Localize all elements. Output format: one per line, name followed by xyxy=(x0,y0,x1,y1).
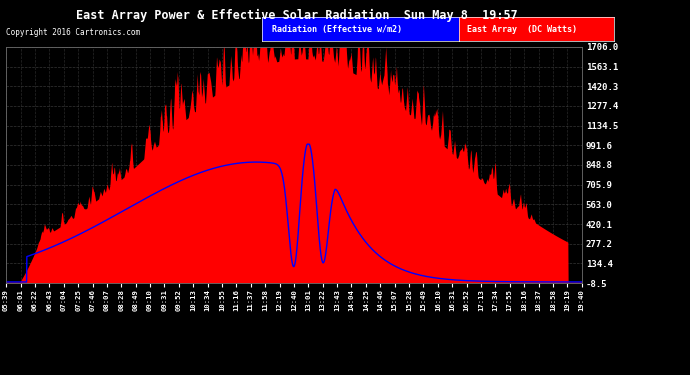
Text: Copyright 2016 Cartronics.com: Copyright 2016 Cartronics.com xyxy=(6,28,139,37)
Text: Radiation (Effective w/m2): Radiation (Effective w/m2) xyxy=(272,25,402,34)
Text: East Array  (DC Watts): East Array (DC Watts) xyxy=(466,25,577,34)
Text: East Array Power & Effective Solar Radiation  Sun May 8  19:57: East Array Power & Effective Solar Radia… xyxy=(76,9,518,22)
